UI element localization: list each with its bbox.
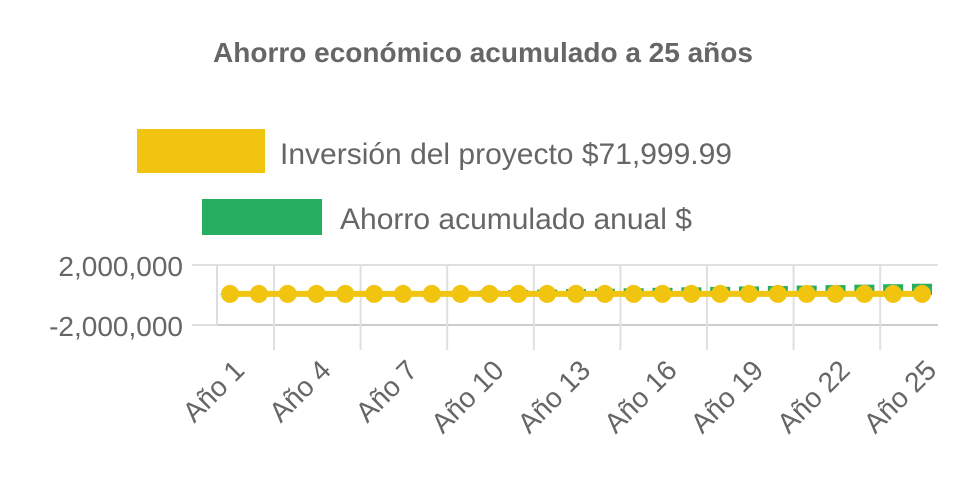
investment-point[interactable] [452, 285, 470, 303]
legend-swatch-investment[interactable] [137, 129, 265, 173]
investment-point[interactable] [827, 285, 845, 303]
investment-point[interactable] [538, 285, 556, 303]
investment-point[interactable] [567, 285, 585, 303]
investment-point[interactable] [221, 285, 239, 303]
investment-point[interactable] [855, 285, 873, 303]
investment-point[interactable] [913, 285, 931, 303]
investment-point[interactable] [365, 285, 383, 303]
x-tick-label: Año 4 [263, 354, 337, 428]
x-tick-label: Año 25 [858, 354, 943, 439]
y-tick-label: 2,000,000 [58, 251, 183, 282]
investment-point[interactable] [509, 285, 527, 303]
investment-point[interactable] [279, 285, 297, 303]
investment-point[interactable] [798, 285, 816, 303]
investment-point[interactable] [481, 285, 499, 303]
investment-point[interactable] [250, 285, 268, 303]
investment-point[interactable] [654, 285, 672, 303]
x-tick-label: Año 16 [598, 354, 683, 439]
investment-point[interactable] [769, 285, 787, 303]
investment-point[interactable] [308, 285, 326, 303]
x-tick-label: Año 19 [685, 354, 770, 439]
investment-point[interactable] [394, 285, 412, 303]
investment-point[interactable] [711, 285, 729, 303]
investment-point[interactable] [625, 285, 643, 303]
investment-point[interactable] [596, 285, 614, 303]
x-tick-label: Año 1 [177, 354, 251, 428]
investment-point[interactable] [682, 285, 700, 303]
y-tick-label: -2,000,000 [49, 311, 183, 342]
investment-point[interactable] [884, 285, 902, 303]
legend-label-investment[interactable]: Inversión del proyecto $71,999.99 [280, 138, 732, 171]
legend-label-savings[interactable]: Ahorro acumulado anual $ [340, 203, 692, 236]
investment-point[interactable] [336, 285, 354, 303]
x-tick-label: Año 7 [350, 354, 424, 428]
investment-point[interactable] [423, 285, 441, 303]
x-tick-label: Año 13 [512, 354, 597, 439]
legend-swatch-savings[interactable] [202, 199, 322, 235]
chart-title: Ahorro económico acumulado a 25 años [213, 37, 753, 68]
x-tick-label: Año 22 [771, 354, 856, 439]
x-tick-label: Año 10 [425, 354, 510, 439]
investment-point[interactable] [740, 285, 758, 303]
